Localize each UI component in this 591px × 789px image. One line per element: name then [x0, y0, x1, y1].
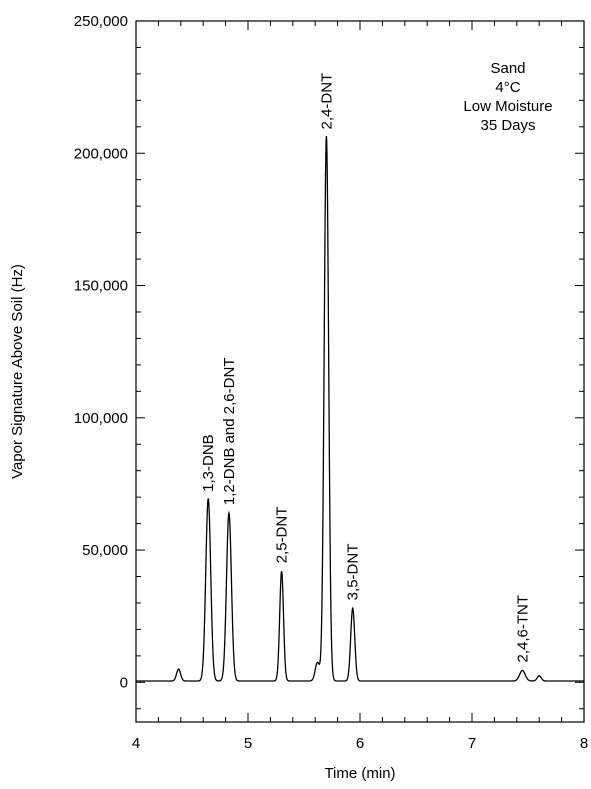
- peak-label: 2,4-DNT: [318, 73, 335, 130]
- peak-labels: 1,3-DNB 1,2-DNB and 2,6-DNT 2,5-DNT 2,4-DNT…: [200, 73, 531, 663]
- y-tick-label: 100,000: [74, 410, 128, 427]
- x-tick-label: 8: [580, 735, 588, 752]
- peak-label: 1,3-DNB: [200, 434, 217, 492]
- peak-label: 3,5-DNT: [345, 544, 362, 601]
- condition-line-soil: Sand: [490, 60, 525, 77]
- condition-line-temperature: 4°C: [495, 79, 520, 96]
- y-tick-label: 50,000: [82, 542, 128, 559]
- peak-label: 2,5-DNT: [274, 507, 291, 564]
- y-tick-label: 150,000: [74, 278, 128, 295]
- x-tick-label: 5: [244, 735, 252, 752]
- condition-line-duration: 35 Days: [480, 117, 535, 134]
- x-axis-title: Time (min): [324, 765, 395, 782]
- y-axis-title: Vapor Signature Above Soil (Hz): [9, 264, 26, 479]
- x-tick-label: 4: [132, 735, 140, 752]
- peak-label: 1,2-DNB and 2,6-DNT: [221, 358, 238, 506]
- axis-tick-labels: 4 5 6 7 8 0 50,000 100,000 150,000 200,000 250,000: [74, 13, 588, 752]
- y-tick-label: 250,000: [74, 13, 128, 30]
- axis-ticks: [135, 20, 585, 722]
- condition-line-moisture: Low Moisture: [463, 98, 552, 115]
- x-tick-label: 7: [468, 735, 476, 752]
- x-tick-label: 6: [356, 735, 364, 752]
- condition-annotation: Sand 4°C Low Moisture 35 Days: [463, 60, 552, 134]
- chromatogram-trace: [136, 136, 584, 682]
- y-tick-label: 0: [120, 674, 128, 691]
- y-tick-label: 200,000: [74, 145, 128, 162]
- peak-label: 2,4,6-TNT: [514, 595, 531, 663]
